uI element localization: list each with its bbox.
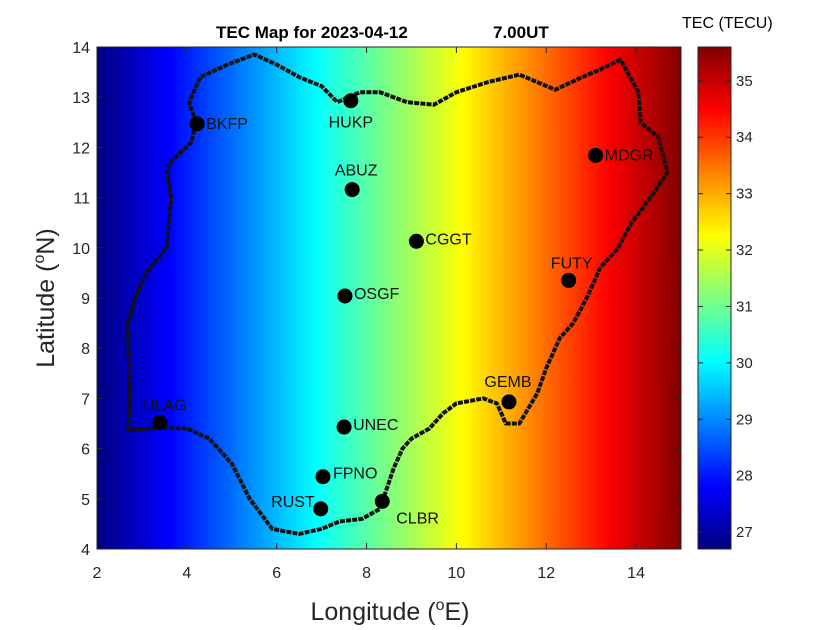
station-label: FPNO <box>333 466 377 483</box>
station-label: UNEC <box>353 417 398 434</box>
chart-title-time: 7.00UT <box>493 23 549 42</box>
y-tick-label: 11 <box>73 191 90 208</box>
x-tick-label: 6 <box>272 565 281 582</box>
y-axis-label: Latitude (oN) <box>31 228 60 368</box>
station-marker <box>344 182 360 198</box>
station-label: RUST <box>271 494 315 511</box>
station-marker <box>374 493 390 509</box>
y-tick-label: 5 <box>81 492 90 509</box>
station-label: MDGR <box>605 147 654 164</box>
colorbar-tick-label: 35 <box>736 73 753 90</box>
y-tick-label: 14 <box>72 40 90 57</box>
colorbar-tick-label: 31 <box>736 298 753 315</box>
colorbar-tick-label: 34 <box>736 129 753 146</box>
colorbar-tick-label: 30 <box>736 355 753 372</box>
y-tick-label: 9 <box>81 291 90 308</box>
y-tick-label: 12 <box>72 140 90 157</box>
x-tick-label: 2 <box>93 565 102 582</box>
colorbar-tick-label: 33 <box>736 186 753 203</box>
colorbar <box>697 46 732 550</box>
station-label: HUKP <box>329 115 373 132</box>
x-axis-label-sup: o <box>436 597 445 614</box>
station-label: FUTY <box>551 255 593 272</box>
station-marker <box>588 147 604 163</box>
y-axis-label-sup: o <box>31 255 48 264</box>
y-tick-label: 8 <box>81 341 90 358</box>
y-axis-label-tail: N) <box>32 228 60 254</box>
station-marker <box>315 469 331 485</box>
station-markers: BKFP HUKP MDGR ABUZ CGGT FUTY OSGF GEMB ULAG UNEC… <box>143 93 654 527</box>
chart-title-main: TEC Map for 2023-04-12 <box>216 23 408 42</box>
y-axis-ticks: 4 5 6 7 8 9 10 11 12 13 14 <box>72 40 681 559</box>
colorbar-tick-label: 32 <box>736 242 753 259</box>
station-label: GEMB <box>484 374 531 391</box>
x-tick-label: 12 <box>537 565 555 582</box>
station-label: ABUZ <box>335 163 378 180</box>
x-axis-label-base: Longitude ( <box>310 598 436 626</box>
station-marker <box>343 93 359 109</box>
x-tick-label: 8 <box>362 565 371 582</box>
station-label: ULAG <box>143 397 187 414</box>
colorbar-tick-label: 28 <box>736 468 753 485</box>
x-tick-label: 4 <box>182 565 191 582</box>
colorbar-title: TEC (TECU) <box>682 15 773 32</box>
colorbar-tick-label: 29 <box>736 411 753 428</box>
station-marker <box>152 414 168 430</box>
y-tick-label: 10 <box>72 241 90 258</box>
x-tick-label: 14 <box>627 565 645 582</box>
y-tick-label: 4 <box>81 542 90 559</box>
station-marker <box>189 116 205 132</box>
station-label: OSGF <box>354 286 400 303</box>
station-marker <box>408 233 424 249</box>
y-axis-label-base: Latitude ( <box>32 263 60 368</box>
colorbar-ticks: 27 28 29 30 31 32 33 34 35 <box>698 73 753 541</box>
x-axis-label-tail: E) <box>445 598 470 626</box>
station-label: BKFP <box>206 116 248 133</box>
y-tick-label: 7 <box>81 391 90 408</box>
y-tick-label: 6 <box>81 442 90 459</box>
station-marker <box>313 501 329 517</box>
x-axis-ticks: 2 4 6 8 10 12 14 <box>93 47 645 582</box>
x-tick-label: 10 <box>447 565 465 582</box>
station-marker <box>336 419 352 435</box>
y-tick-label: 13 <box>72 90 90 107</box>
station-label: CLBR <box>396 510 439 527</box>
colorbar-tick-label: 27 <box>736 524 753 541</box>
station-label: CGGT <box>425 231 471 248</box>
station-marker <box>501 394 517 410</box>
station-marker <box>337 288 353 304</box>
station-marker <box>561 272 577 288</box>
x-axis-label: Longitude (oE) <box>310 597 469 626</box>
